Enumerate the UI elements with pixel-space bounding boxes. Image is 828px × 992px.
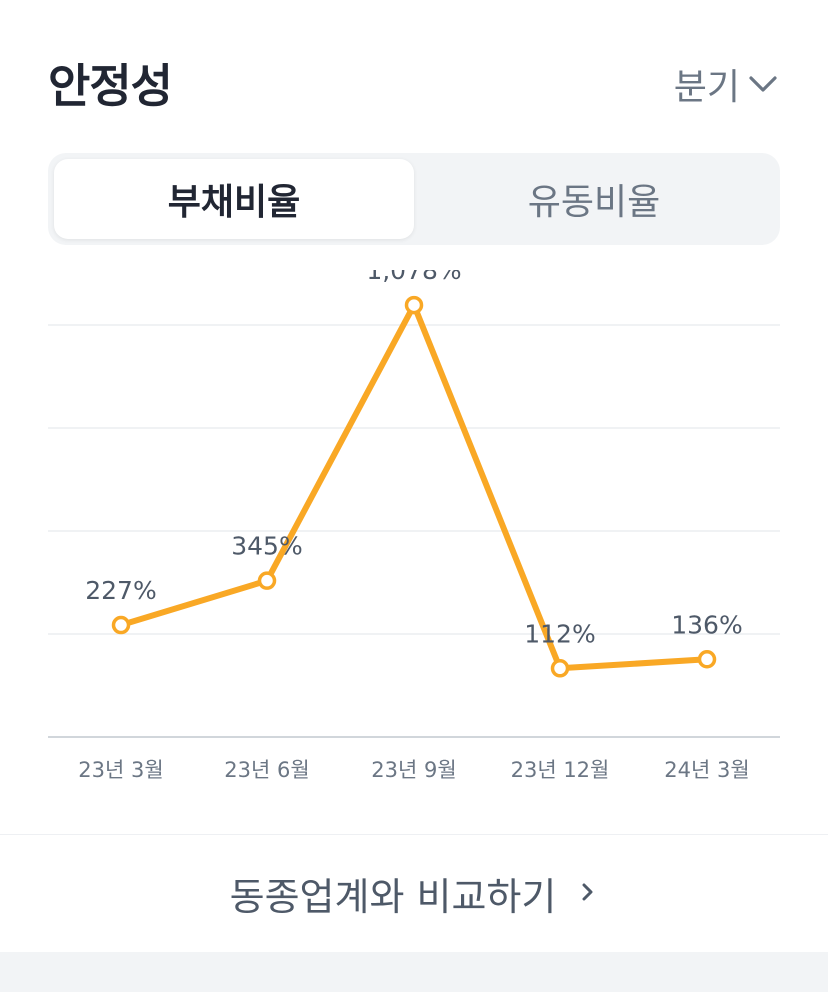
- ratio-segmented-control: 부채비율 유동비율: [48, 153, 780, 245]
- compare-industry-button[interactable]: 동종업계와 비교하기: [0, 835, 828, 951]
- x-tick-label: 23년 3월: [78, 758, 163, 782]
- x-tick-label: 23년 12월: [511, 758, 610, 782]
- footer-band: [0, 952, 828, 992]
- data-label: 1,078%: [366, 270, 461, 285]
- x-tick-label: 24년 3월: [664, 758, 749, 782]
- x-tick-label: 23년 6월: [224, 758, 309, 782]
- tab-current-ratio[interactable]: 유동비율: [527, 182, 661, 223]
- debt-ratio-line-chart: 227% 345% 1,078% 112% 136% 23년 3월 23년 6월 23년 9…: [48, 270, 780, 782]
- chevron-right-icon: [578, 871, 598, 915]
- data-label: 227%: [85, 576, 156, 605]
- data-point: [257, 571, 277, 590]
- compare-label: 동종업계와 비교하기: [229, 874, 557, 919]
- period-label: 분기: [673, 67, 740, 108]
- tab-debt-ratio[interactable]: 부채비율: [54, 159, 414, 239]
- data-point: [111, 615, 131, 635]
- divider: [0, 834, 828, 835]
- chevron-down-icon: [746, 67, 780, 101]
- series-line: [118, 297, 710, 672]
- x-tick-label: 23년 9월: [371, 758, 456, 782]
- data-point: [550, 659, 570, 678]
- data-label: 112%: [524, 619, 595, 648]
- data-label: 345%: [231, 532, 302, 561]
- period-selector[interactable]: 분기: [674, 62, 780, 108]
- section-title: 안정성: [48, 59, 173, 113]
- data-point: [404, 295, 424, 315]
- data-label: 136%: [671, 610, 742, 639]
- data-point: [697, 650, 717, 669]
